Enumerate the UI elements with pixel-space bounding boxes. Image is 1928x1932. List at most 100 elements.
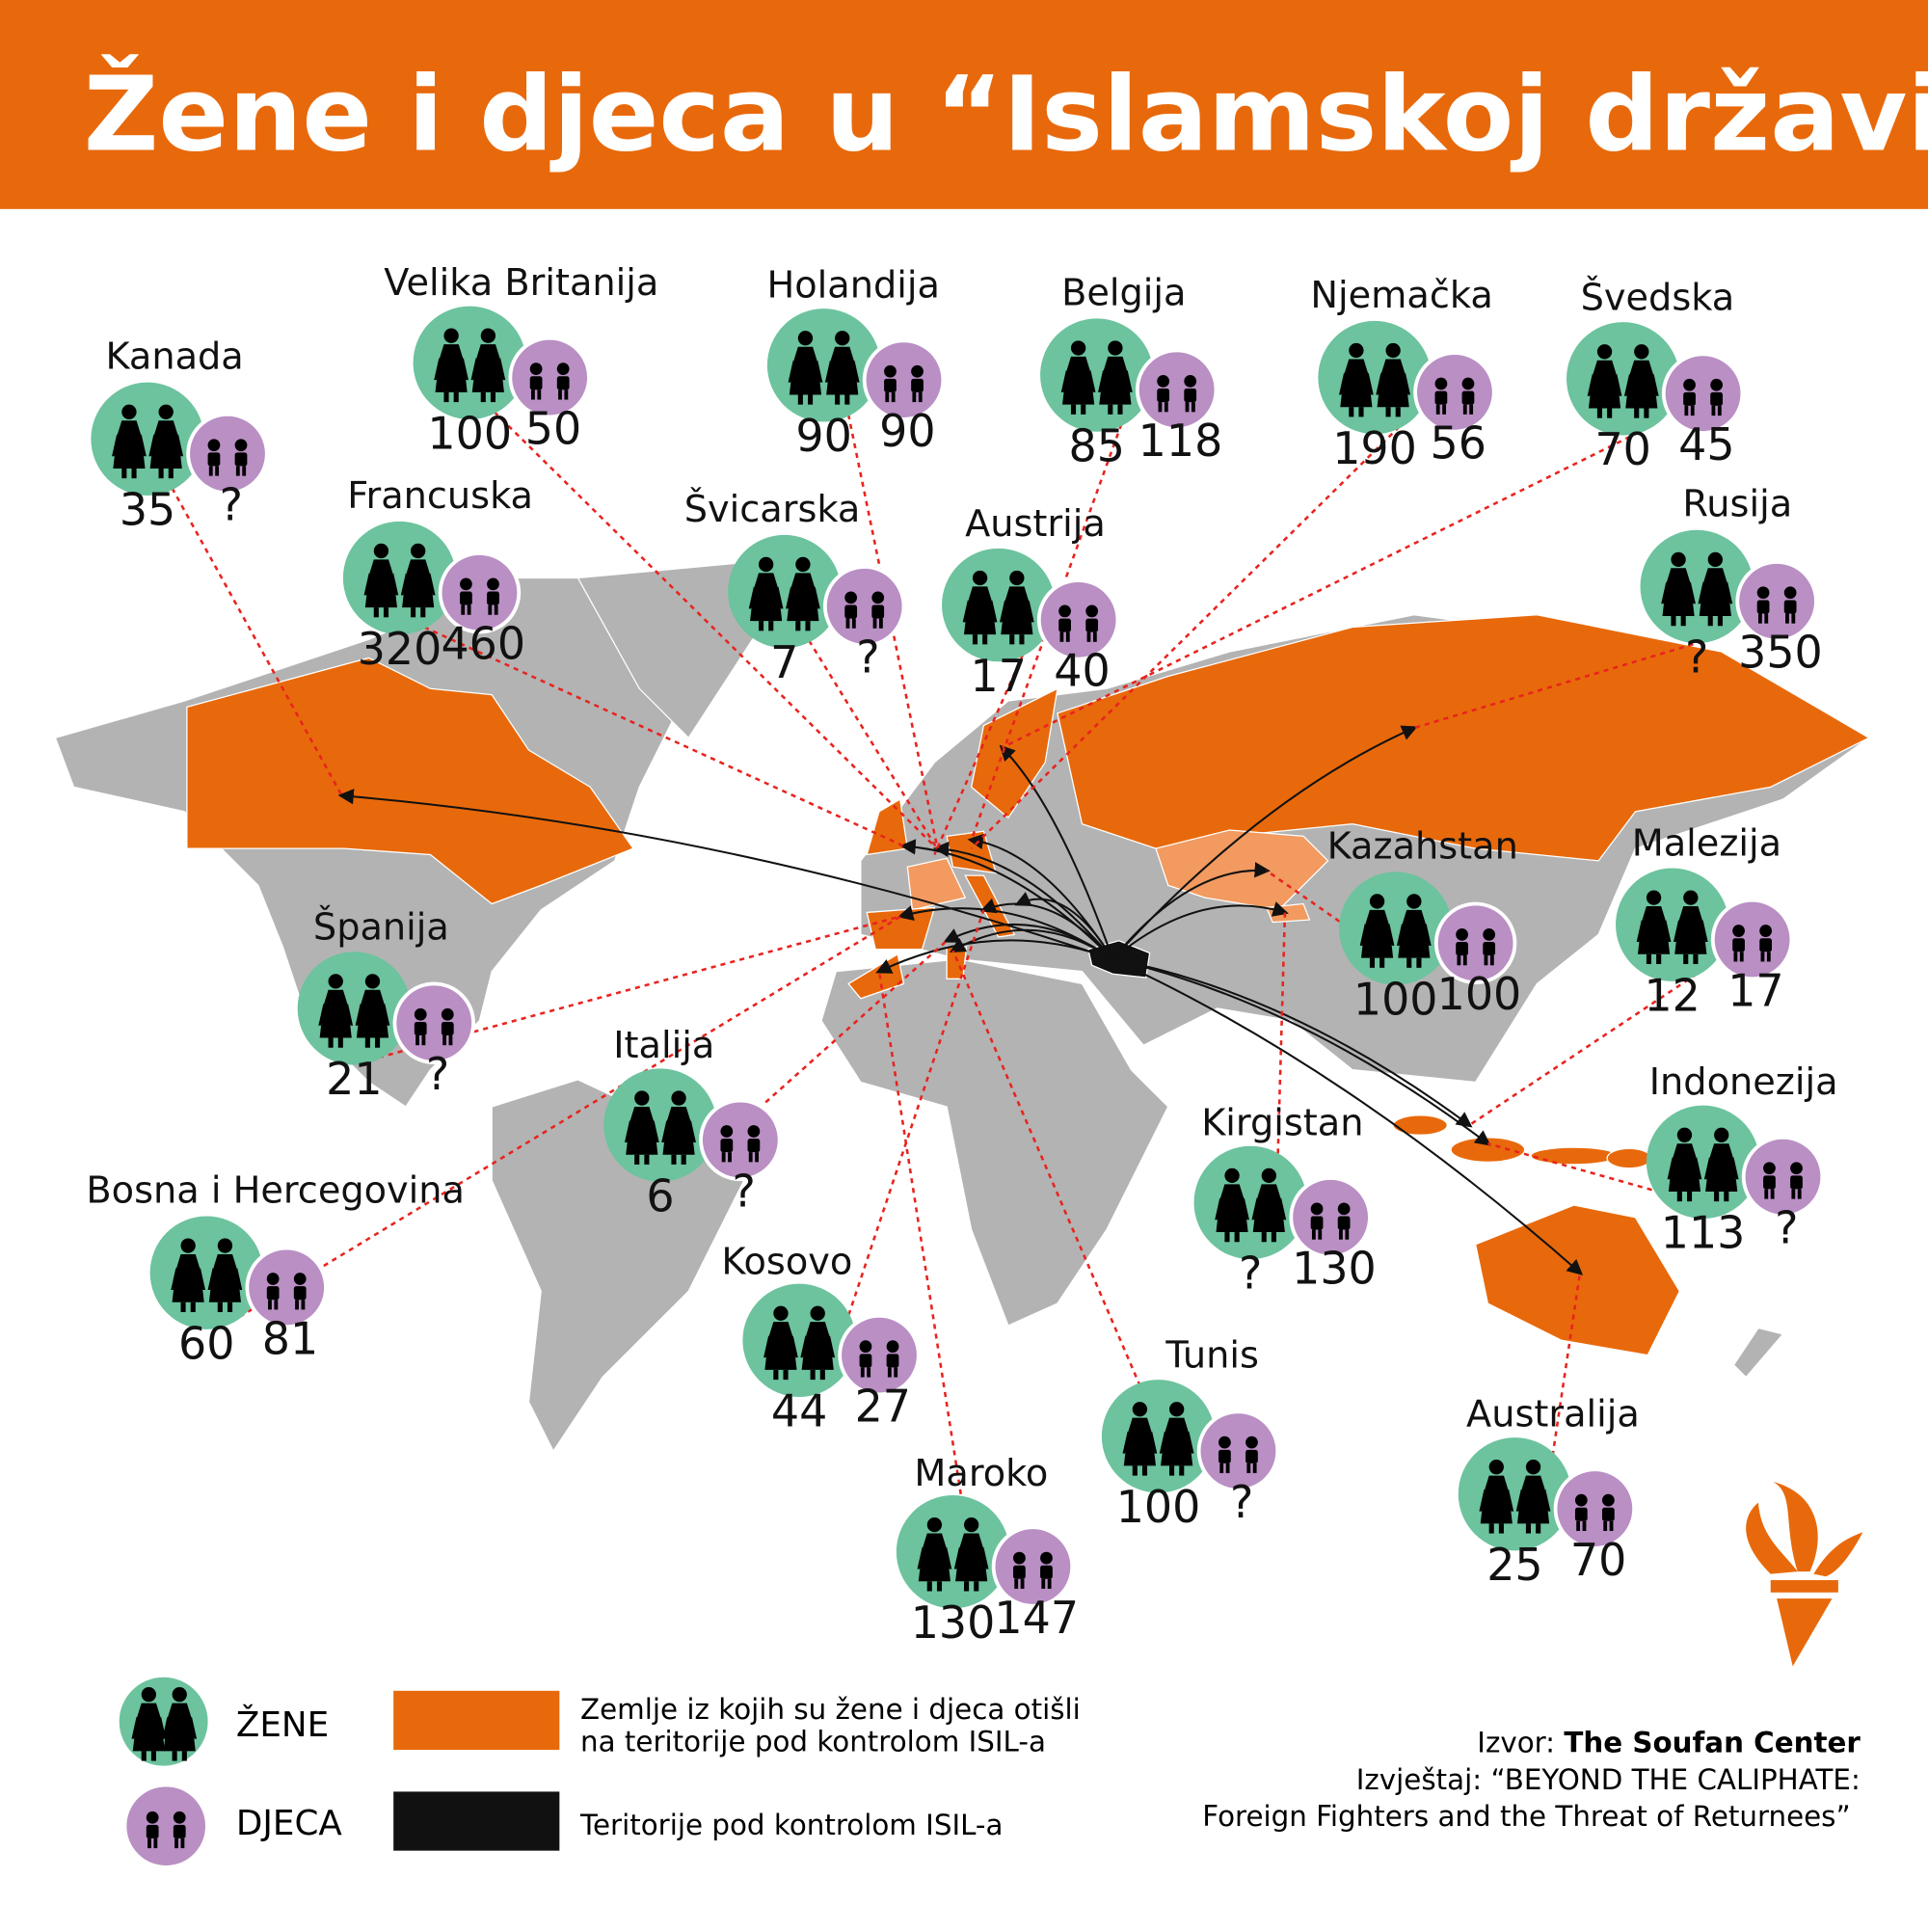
- country-group-bosna-i-hercegovina: Bosna i Hercegovina 60 81: [86, 1168, 465, 1369]
- women-circle: [1040, 318, 1154, 432]
- country-france: [906, 857, 967, 911]
- women-count: 7: [770, 636, 798, 688]
- country-name: Kanada: [105, 335, 243, 379]
- women-circle: [896, 1495, 1010, 1609]
- migration-arrow: [999, 744, 1114, 960]
- women-circle: [297, 952, 412, 1065]
- country-name: Kirgistan: [1201, 1101, 1363, 1144]
- country-group-njema-ka: Njemačka 190 56: [1310, 274, 1496, 474]
- children-count: ?: [1775, 1202, 1798, 1254]
- new-zealand: [1732, 1327, 1784, 1379]
- women-circle: [603, 1068, 717, 1182]
- women-count: 100: [1353, 973, 1438, 1025]
- women-count: 60: [178, 1317, 234, 1369]
- leader-line: [951, 950, 1185, 1487]
- country-group-tunis: Tunis 100?: [1101, 1333, 1280, 1533]
- children-count: ?: [732, 1165, 755, 1217]
- country-group-francuska: Francuska 320 460: [342, 474, 533, 675]
- children-circle: [1135, 348, 1218, 432]
- country-group-australija: Australija 25 70: [1458, 1393, 1640, 1591]
- country-name: Malezija: [1632, 822, 1781, 866]
- migration-arrow: [1112, 957, 1473, 1128]
- women-circle: [91, 382, 204, 496]
- country-name: Kazahstan: [1327, 824, 1518, 868]
- migration-arrow: [932, 841, 1114, 960]
- leader-line: [808, 639, 939, 849]
- women-count: 35: [120, 484, 175, 536]
- migration-arrows: [337, 725, 1584, 1275]
- legend-isil-swatch: [393, 1791, 560, 1851]
- women-circle: [766, 309, 881, 422]
- women-count: 100: [1116, 1481, 1201, 1533]
- legend-isil-label: Teritorije pod kontrolom ISIL-a: [579, 1809, 1003, 1841]
- greenland: [576, 562, 769, 739]
- women-count: 25: [1486, 1539, 1542, 1591]
- women-circle: [1616, 868, 1729, 981]
- country-group-belgija: Belgija 85 118: [1040, 271, 1222, 471]
- women-circle: [1193, 1145, 1307, 1260]
- country-australia: [1474, 1204, 1681, 1356]
- children-circle: [1289, 1176, 1372, 1259]
- children-count: 90: [879, 405, 935, 457]
- children-count: 27: [855, 1380, 911, 1432]
- country-group-kosovo: Kosovo 44 27: [721, 1240, 921, 1437]
- women-count: ?: [1239, 1248, 1262, 1300]
- women-count: 12: [1644, 969, 1700, 1021]
- migration-arrow: [337, 789, 1113, 960]
- country-name: Švedska: [1581, 274, 1735, 319]
- torch-logo-icon: [1746, 1481, 1863, 1667]
- children-count: 460: [441, 618, 525, 670]
- country-group-malezija: Malezija 12 17: [1616, 822, 1794, 1021]
- women-count: 21: [326, 1053, 382, 1105]
- title-banner: [0, 0, 1928, 209]
- leader-line: [230, 915, 902, 1324]
- children-circle: [1735, 559, 1818, 643]
- children-count: 130: [1292, 1243, 1377, 1295]
- country-group-austrija: Austrija 17 40: [942, 502, 1120, 702]
- country-name: Indonezija: [1649, 1060, 1838, 1104]
- country-group--vedska: Švedska 70 45: [1566, 274, 1745, 475]
- women-count: ?: [1685, 631, 1708, 684]
- children-count: 147: [994, 1592, 1079, 1644]
- migration-arrow: [875, 939, 1113, 974]
- children-circle: [508, 335, 591, 419]
- migration-arrow: [1111, 957, 1584, 1275]
- country-name: Italija: [613, 1024, 714, 1067]
- children-circle: [438, 551, 522, 634]
- children-circle: [699, 1098, 782, 1182]
- country-name: Njemačka: [1310, 274, 1492, 317]
- country-kyrgyzstan: [1265, 902, 1311, 924]
- children-circle: [1710, 898, 1794, 981]
- women-count: 320: [358, 623, 442, 675]
- women-circle: [1566, 322, 1680, 436]
- country-group-holandija: Holandija 90 90: [766, 264, 946, 462]
- women-count: 113: [1661, 1207, 1746, 1259]
- country-group-kanada: Kanada 35?: [91, 335, 269, 536]
- country-group-rusija: Rusija? 350: [1640, 483, 1823, 684]
- country-group--panija: Španija 21?: [297, 903, 475, 1105]
- country-spain: [866, 906, 936, 951]
- migration-arrow: [979, 898, 1114, 960]
- children-circle: [186, 412, 269, 496]
- report-line2: Foreign Fighters and the Threat of Retur…: [1202, 1800, 1850, 1833]
- women-circle: [728, 534, 842, 649]
- children-count: 81: [262, 1312, 318, 1364]
- children-circle: [1433, 901, 1517, 985]
- children-count: 350: [1738, 627, 1823, 679]
- children-count: 56: [1431, 417, 1486, 470]
- country-name: Austrija: [965, 502, 1106, 546]
- women-circle: [1101, 1380, 1216, 1493]
- women-count: 85: [1069, 419, 1125, 471]
- legend-origin-line1: Zemlje iz kojih su žene i djeca otišli: [580, 1693, 1081, 1726]
- children-circle: [838, 1313, 921, 1397]
- children-count: ?: [1230, 1476, 1253, 1528]
- country-kazakhstan: [1155, 829, 1329, 911]
- children-circle: [1741, 1135, 1825, 1219]
- legend-origin-line2: na teritorije pod kontrolom ISIL-a: [580, 1725, 1046, 1758]
- women-count: 6: [646, 1169, 674, 1221]
- children-circle: [245, 1246, 328, 1329]
- source-label: Izvor:: [1477, 1727, 1564, 1759]
- children-circle: [1196, 1409, 1280, 1492]
- country-name: Velika Britanija: [384, 261, 658, 305]
